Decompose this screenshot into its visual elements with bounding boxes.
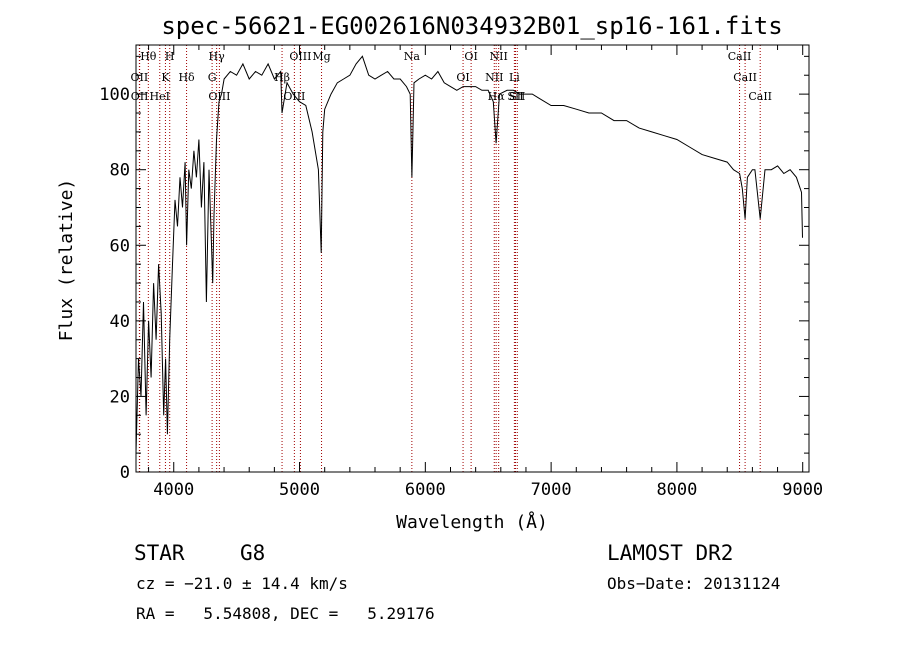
- spectral-line-label: OII: [131, 90, 149, 103]
- y-tick-label: 80: [110, 161, 130, 181]
- spectrum-series-line: [135, 55, 803, 454]
- spectral-line-label: NII: [490, 50, 508, 63]
- spectral-line-label: Hγ: [209, 50, 226, 63]
- spectral-line-label: Hδ: [178, 71, 195, 84]
- spectral-line-label: SII: [509, 90, 525, 103]
- spectral-line-label: Hθ: [140, 50, 157, 63]
- spectral-line-label: Hβ: [274, 71, 290, 84]
- x-tick-label: 5000: [279, 480, 320, 500]
- x-tick-label: 6000: [405, 480, 446, 500]
- spectral-line-label: Mg: [312, 50, 330, 63]
- spectral-line-label: OII: [131, 71, 149, 84]
- survey-name: LAMOST DR2: [607, 541, 734, 565]
- y-tick-label: 60: [110, 236, 130, 256]
- spectral-lines: [138, 45, 761, 472]
- spectral-line-label: OIII: [289, 50, 311, 63]
- y-tick-label: 0: [120, 463, 130, 483]
- spectral-line-label: NII: [485, 71, 503, 84]
- spectral-line-label: OI: [464, 50, 477, 63]
- y-tick-label: 40: [110, 312, 130, 332]
- x-tick-label: 9000: [782, 480, 823, 500]
- spectral-line-label: CaII: [728, 50, 752, 63]
- spectral-line-label: Li: [509, 71, 520, 84]
- object-class: STAR: [134, 541, 185, 565]
- spectral-line-label: Hα: [488, 90, 506, 103]
- spectral-line-label: OIII: [283, 90, 305, 103]
- chart-title: spec-56621-EG002616N034932B01_sp16-161.f…: [161, 12, 782, 40]
- spectral-line-label: Na: [404, 50, 421, 63]
- observation-date: Obs−Date: 20131124: [607, 574, 781, 593]
- x-tick-label: 8000: [656, 480, 697, 500]
- spectral-line-label: OIII: [208, 90, 230, 103]
- y-axis-label: Flux (relative): [56, 179, 77, 342]
- plot-frame: [135, 44, 810, 473]
- spectral-line-label: K: [161, 71, 170, 84]
- spectral-line-label: H: [165, 50, 175, 63]
- y-tick-label: 100: [99, 85, 130, 105]
- spectral-line-label: OI: [456, 71, 469, 84]
- x-tick-label: 4000: [153, 480, 194, 500]
- redshift-info: cz = −21.0 ± 14.4 km/s: [136, 574, 348, 593]
- y-tick-label: 20: [110, 387, 130, 407]
- object-subclass: G8: [240, 541, 266, 565]
- spectral-line-label: HeI: [150, 90, 170, 103]
- x-axis-label: Wavelength (Å): [396, 511, 548, 533]
- spectral-line-label: SII: [507, 90, 523, 103]
- spectral-line-label: CaII: [748, 90, 772, 103]
- x-tick-label: 7000: [531, 480, 572, 500]
- axis-ticks: 4000 5000 6000 7000 8000 9000 0 20 40 60 80 100: [99, 45, 823, 500]
- coordinates: RA = 5.54808, DEC = 5.29176: [136, 604, 435, 623]
- spectral-line-label: G: [208, 71, 217, 84]
- spectral-line-label: CaII: [733, 71, 757, 84]
